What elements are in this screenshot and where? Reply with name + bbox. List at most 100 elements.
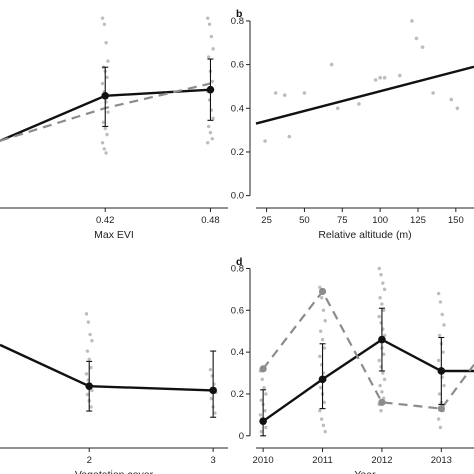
mean-marker xyxy=(378,335,386,344)
scatter-point xyxy=(455,106,460,111)
y-tick-label: 0.4 xyxy=(231,103,244,114)
raw-data-point xyxy=(87,357,91,362)
raw-data-point xyxy=(377,314,381,319)
x-tick-label: 2 xyxy=(87,455,92,466)
x-tick-label: 100 xyxy=(372,215,388,226)
x-tick-label: 0.42 xyxy=(96,215,115,226)
raw-data-point xyxy=(436,417,441,421)
raw-data-point xyxy=(382,377,387,382)
raw-data-point xyxy=(213,411,217,415)
raw-data-point xyxy=(437,333,442,338)
x-tick-label: 25 xyxy=(261,215,272,226)
raw-data-point xyxy=(322,346,327,350)
raw-data-point xyxy=(318,409,322,413)
x-tick-label: 125 xyxy=(410,215,426,226)
raw-data-point xyxy=(440,312,444,317)
raw-data-point xyxy=(100,81,105,86)
scatter-point xyxy=(282,93,287,97)
scatter-point xyxy=(357,102,361,106)
y-tick-label: 0.8 xyxy=(231,263,244,274)
raw-data-point xyxy=(381,371,385,375)
raw-data-point xyxy=(263,409,267,413)
raw-data-point xyxy=(438,300,443,304)
x-axis-label: Max EVI xyxy=(94,229,134,241)
raw-data-point xyxy=(100,16,105,20)
x-tick-label: 150 xyxy=(448,215,464,226)
y-tick-label: 0.2 xyxy=(231,147,244,158)
raw-data-point xyxy=(319,417,324,421)
raw-data-point xyxy=(322,400,327,405)
raw-data-point xyxy=(382,352,386,356)
y-tick-label: 0.8 xyxy=(231,16,244,27)
raw-data-point xyxy=(89,405,93,409)
raw-data-point xyxy=(100,141,105,145)
raw-data-point xyxy=(382,308,386,312)
raw-data-point xyxy=(319,329,323,333)
raw-data-point xyxy=(379,273,383,277)
observed-marker xyxy=(259,365,267,373)
raw-data-point xyxy=(264,392,268,396)
mean-marker xyxy=(209,386,217,395)
raw-data-point xyxy=(208,367,213,372)
raw-data-point xyxy=(380,302,384,306)
scatter-point xyxy=(273,91,278,95)
raw-data-point xyxy=(380,390,384,394)
mean-marker xyxy=(85,382,94,391)
x-axis-label: Relative altitude (m) xyxy=(318,229,411,241)
y-tick-label: 0.6 xyxy=(231,305,244,316)
x-tick-label: 2012 xyxy=(371,455,392,466)
panel-letter: b xyxy=(236,8,242,20)
raw-data-point xyxy=(437,392,442,396)
raw-data-point xyxy=(438,425,443,430)
panel-b-relative-altitude: b 25 50 75 100 125 150 Relative altitude (m) 0.0… xyxy=(231,8,474,241)
raw-data-point xyxy=(378,296,382,300)
raw-data-point xyxy=(88,332,92,337)
x-tick-label: 2013 xyxy=(431,455,452,466)
raw-data-point xyxy=(206,16,210,20)
raw-data-point xyxy=(211,116,215,120)
y-tick-label: 0 xyxy=(239,431,244,442)
raw-data-point xyxy=(102,22,107,27)
raw-data-point xyxy=(320,337,325,342)
raw-data-point xyxy=(207,22,212,27)
raw-data-point xyxy=(209,396,214,401)
raw-data-point xyxy=(378,383,382,388)
x-axis-label: Vegetation cover xyxy=(75,469,154,474)
raw-data-point xyxy=(258,413,263,417)
x-tick-label: 75 xyxy=(337,215,348,226)
raw-data-point xyxy=(259,429,264,434)
raw-data-point xyxy=(209,34,214,39)
raw-data-point xyxy=(319,296,324,300)
raw-data-point xyxy=(319,386,323,390)
raw-data-point xyxy=(105,132,109,137)
regression-line xyxy=(255,65,474,125)
raw-data-point xyxy=(104,40,108,45)
raw-data-point xyxy=(102,147,107,151)
scatter-point xyxy=(414,36,419,41)
observed-marker xyxy=(318,287,327,296)
raw-data-point xyxy=(86,320,91,324)
scatter-point xyxy=(373,78,378,82)
x-tick-label: 2011 xyxy=(312,455,332,466)
x-axis-label: Year xyxy=(354,469,376,474)
raw-data-point xyxy=(103,126,107,131)
raw-data-point xyxy=(321,423,326,428)
mean-marker xyxy=(318,375,327,384)
raw-data-point xyxy=(85,349,90,353)
scatter-point xyxy=(263,139,267,143)
observed-dashed-line xyxy=(262,289,474,410)
x-tick-label: 2010 xyxy=(253,455,274,466)
raw-data-point xyxy=(381,281,385,285)
raw-data-point xyxy=(436,358,441,363)
raw-data-point xyxy=(206,141,210,145)
raw-data-point xyxy=(382,287,387,292)
raw-data-point xyxy=(104,151,108,155)
y-tick-label: 0.2 xyxy=(231,389,244,400)
panel-a-max-evi: 0.42 0.48 Max EVI xyxy=(0,16,228,241)
y-tick-label: 0.0 xyxy=(231,191,244,202)
panel-c-vegetation-cover: 2 3 Vegetation cover xyxy=(0,312,228,474)
raw-data-point xyxy=(259,398,264,402)
mean-marker xyxy=(437,367,446,375)
raw-data-point xyxy=(262,386,266,390)
